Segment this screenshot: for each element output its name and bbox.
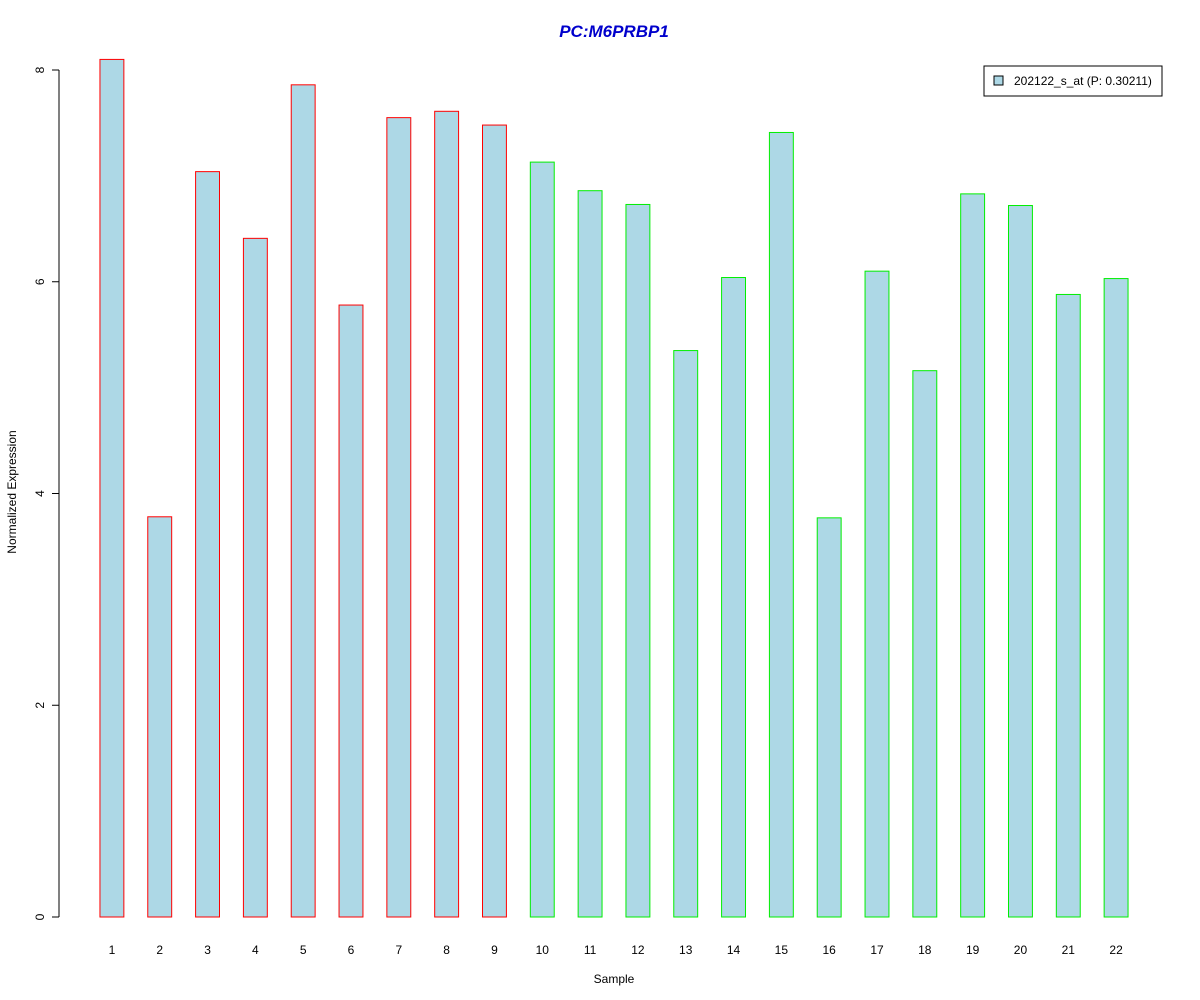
- bar-sample-5: [290, 84, 316, 918]
- x-tick-label: 9: [491, 943, 498, 957]
- x-tick-label: 2: [156, 943, 163, 957]
- x-tick-label: 21: [1062, 943, 1076, 957]
- x-tick-label: 5: [300, 943, 307, 957]
- x-tick-label: 18: [918, 943, 932, 957]
- y-tick-label: 6: [33, 278, 47, 285]
- x-tick-label: 11: [584, 943, 597, 957]
- x-tick-label: 14: [727, 943, 741, 957]
- bar-sample-21: [1055, 293, 1081, 918]
- bar-sample-11: [577, 190, 603, 918]
- legend-box: [983, 65, 1163, 97]
- bar-sample-10: [529, 161, 555, 918]
- bar-sample-16: [816, 517, 842, 918]
- y-tick-label: 2: [33, 702, 47, 709]
- x-tick-label: 12: [631, 943, 645, 957]
- bar-sample-22: [1103, 278, 1129, 918]
- x-tick-label: 6: [348, 943, 355, 957]
- x-tick-label: 13: [679, 943, 693, 957]
- bar-sample-3: [195, 171, 221, 918]
- x-tick-label: 8: [443, 943, 450, 957]
- bar-sample-17: [864, 270, 890, 918]
- bar-sample-18: [912, 370, 938, 918]
- x-tick-label: 15: [775, 943, 789, 957]
- bar-sample-7: [386, 117, 412, 918]
- x-tick-label: 16: [823, 943, 837, 957]
- y-tick-label: 0: [33, 913, 47, 920]
- legend-swatch: [993, 75, 1004, 86]
- bars: [99, 58, 1129, 918]
- y-axis-ticks: 0 2 4 6 8: [33, 66, 59, 920]
- bar-sample-19: [960, 193, 986, 918]
- bar-sample-2: [147, 516, 173, 918]
- y-tick-label: 8: [33, 66, 47, 73]
- y-tick-label: 4: [33, 490, 47, 497]
- x-tick-label: 20: [1014, 943, 1028, 957]
- x-tick-label: 3: [204, 943, 211, 957]
- bar-sample-1: [99, 58, 125, 918]
- x-tick-label: 1: [109, 943, 116, 957]
- x-tick-label: 7: [395, 943, 402, 957]
- y-axis-label: Normalized Expression: [5, 430, 19, 553]
- x-axis-label: Sample: [594, 972, 635, 986]
- bar-sample-13: [673, 350, 699, 918]
- bar-sample-15: [768, 131, 794, 918]
- x-tick-label: 4: [252, 943, 259, 957]
- x-tick-label: 10: [536, 943, 550, 957]
- bar-sample-8: [434, 110, 460, 918]
- bar-sample-9: [482, 124, 507, 918]
- chart-title: PC:M6PRBP1: [559, 22, 669, 41]
- x-tick-label: 17: [870, 943, 884, 957]
- bar-sample-20: [1008, 205, 1033, 918]
- legend-label: 202122_s_at (P: 0.30211): [1014, 74, 1152, 88]
- x-tick-label: 22: [1109, 943, 1123, 957]
- x-axis-tick-labels: 1 2 3 4 5 6 7 8 9 10 11 12 13 14 15 16 17 18 19 20 21 22: [109, 943, 1124, 957]
- x-tick-label: 19: [966, 943, 980, 957]
- legend: 202122_s_at (P: 0.30211): [983, 65, 1163, 97]
- bar-sample-12: [625, 203, 651, 918]
- bar-sample-14: [721, 277, 746, 918]
- bar-sample-6: [338, 304, 364, 918]
- bar-sample-4: [242, 237, 268, 918]
